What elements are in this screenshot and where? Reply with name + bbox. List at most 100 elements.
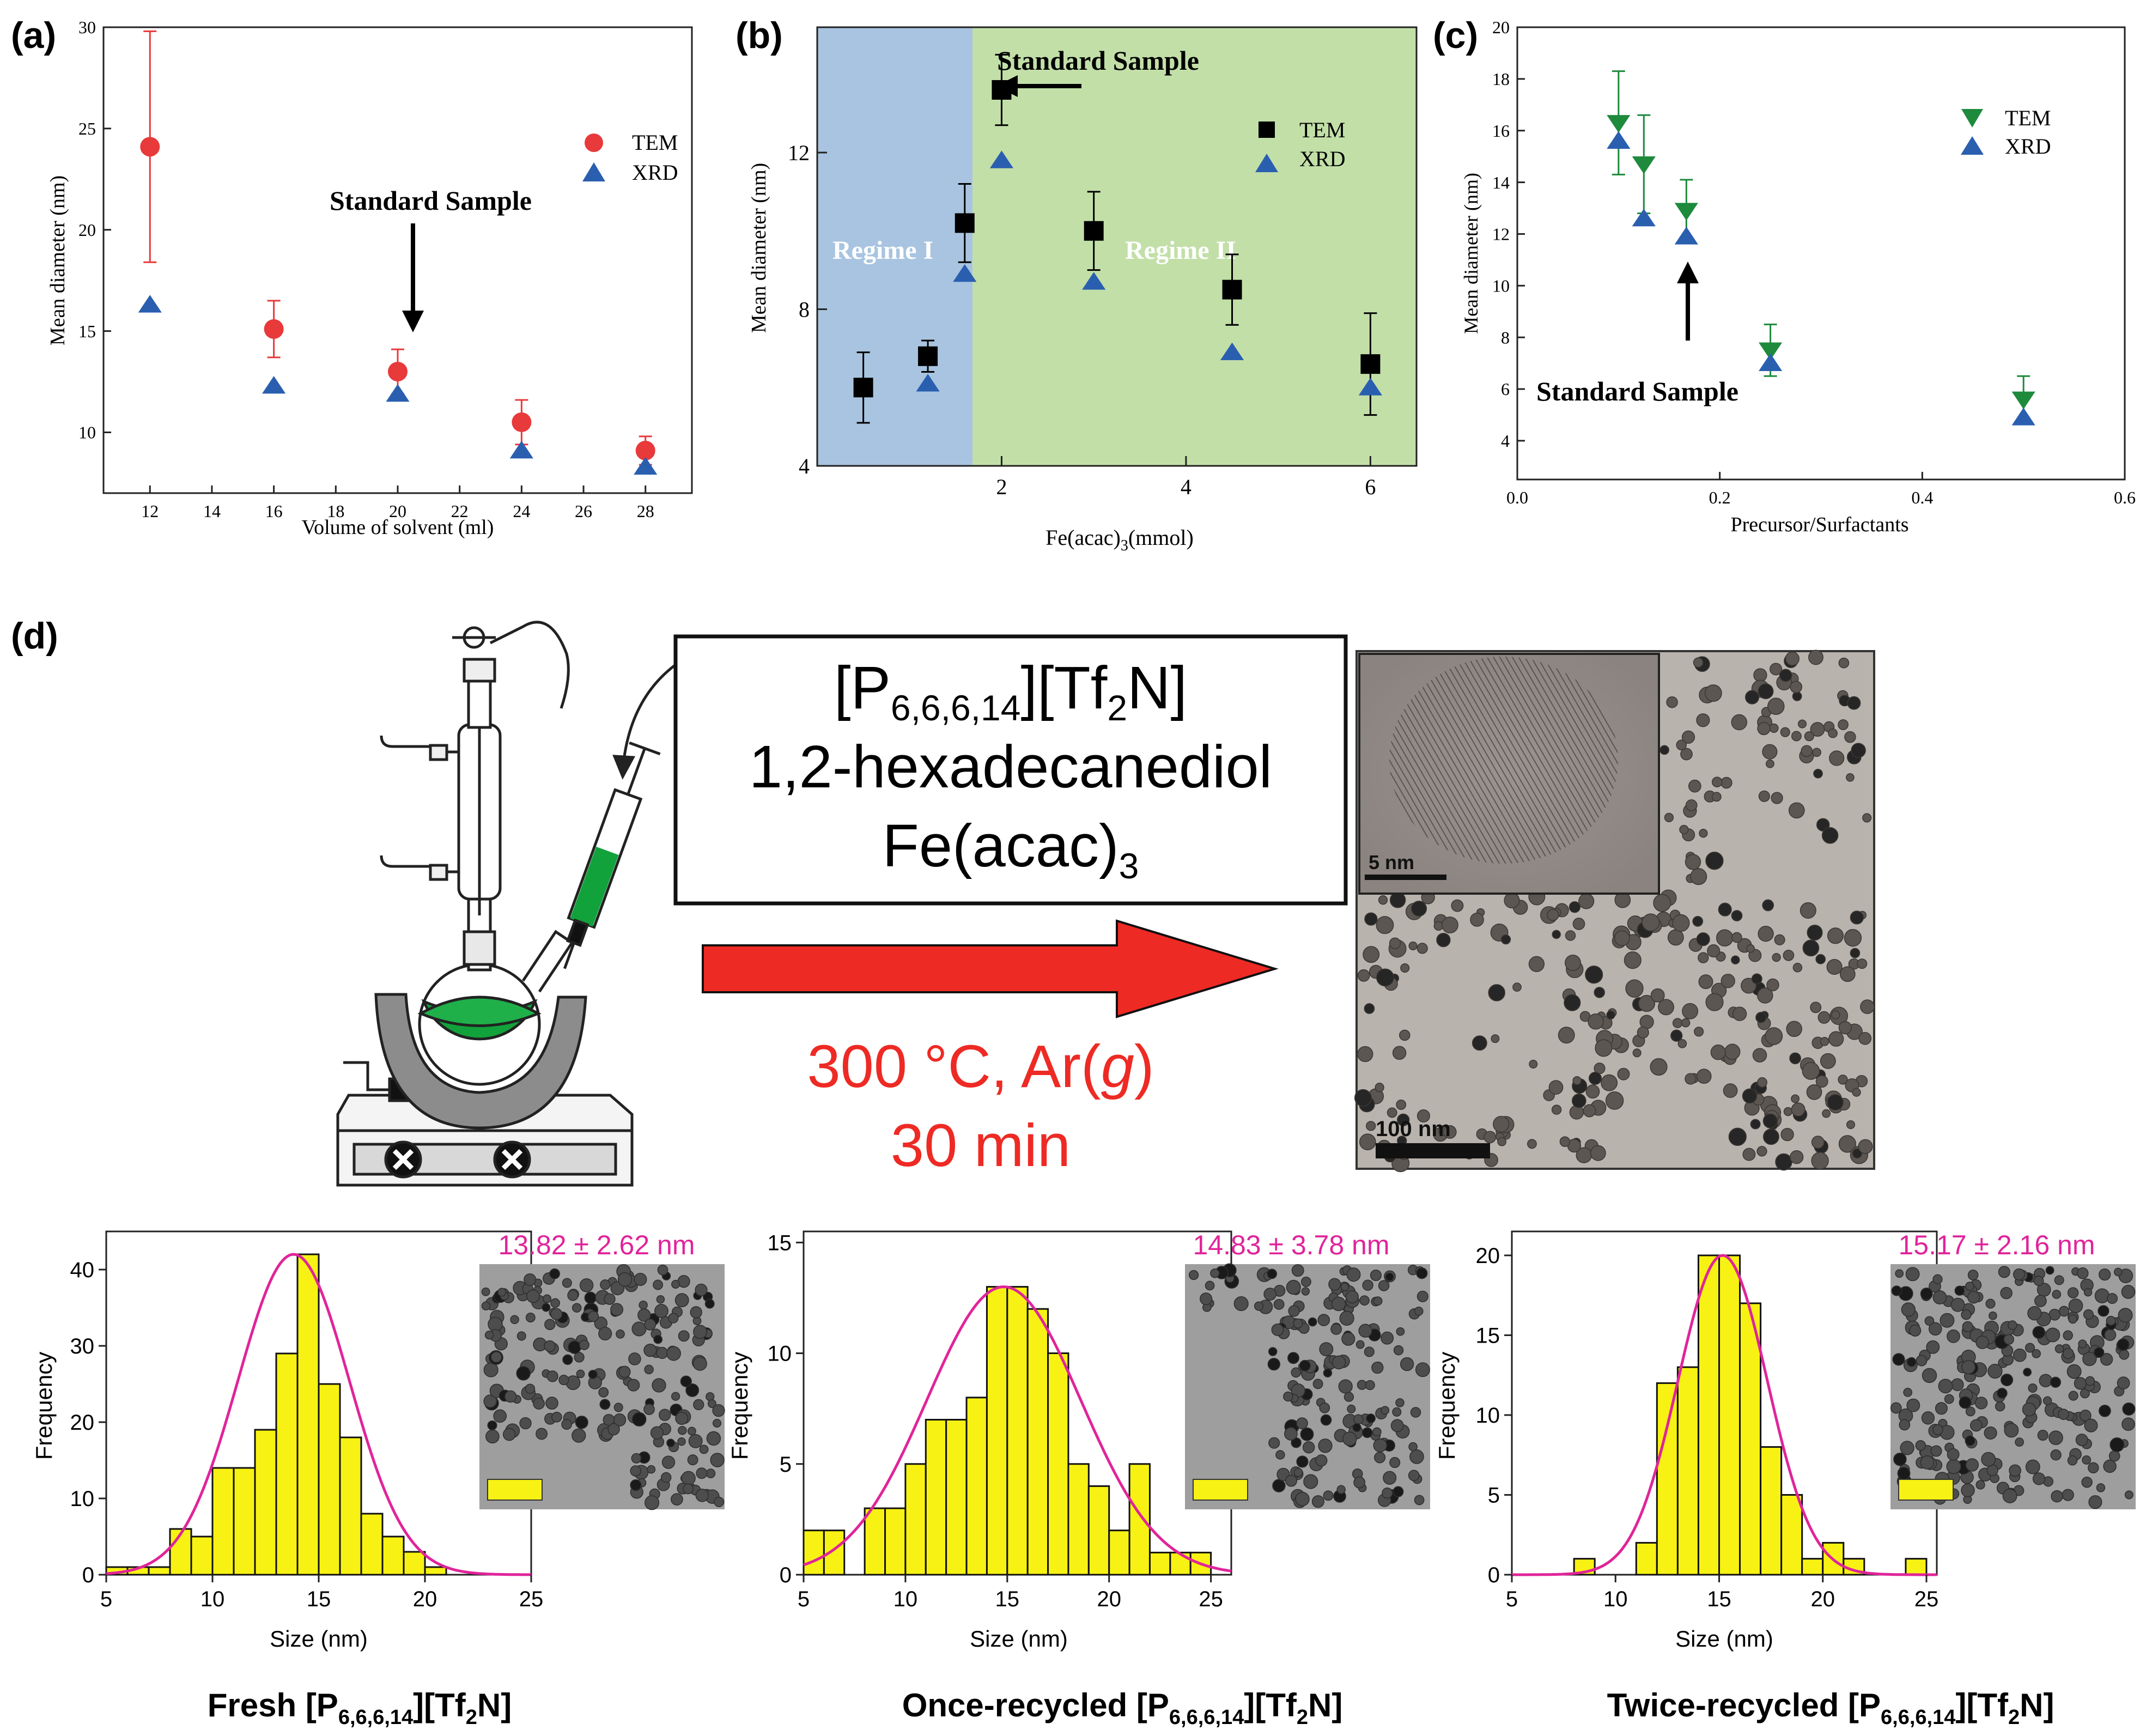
hist-ytick-label: 15 <box>1476 1324 1500 1347</box>
tem-particle <box>1769 723 1779 733</box>
hist-thumbnail-particle <box>2062 1347 2074 1359</box>
hist-thumbnail-particle <box>1271 1323 1284 1336</box>
chart-b-legend-xrd: XRD <box>1299 147 1345 171</box>
chart-b-point-xrd <box>916 374 940 392</box>
chart-a-ticks: 12 14 16 18 20 22 24 26 28 10 15 20 25 30 <box>78 17 654 521</box>
hist-thumbnail-particle <box>1392 1407 1402 1417</box>
tem-particle <box>1846 773 1855 782</box>
hist-thumbnail-particle <box>1965 1406 1975 1417</box>
tem-particle <box>1783 1107 1793 1116</box>
chart-a-xtick-label: 20 <box>389 501 406 521</box>
tem-particle <box>1711 792 1722 802</box>
reagent-line-2: 1,2-hexadecanediol <box>749 733 1272 800</box>
tem-particle <box>1585 1084 1600 1099</box>
hist-thumbnail-particle <box>2122 1402 2136 1416</box>
hist-thumbnail-particle <box>1938 1379 1953 1394</box>
hist-thumbnail-particle <box>2118 1308 2133 1323</box>
tem-particle <box>1685 799 1698 811</box>
hist-thumbnail-particle <box>1328 1278 1341 1291</box>
hist-thumbnail-particle <box>576 1369 585 1379</box>
hist-bar <box>1169 1551 1191 1576</box>
hist-thumbnail-particle <box>1969 1419 1983 1432</box>
hist-thumbnail-particle <box>1893 1452 1907 1466</box>
hist-thumbnail-particle <box>1372 1427 1382 1437</box>
hist-thumbnail-particle <box>497 1288 507 1297</box>
chart-c-point-xrd <box>1758 353 1783 371</box>
tem-particle <box>1791 1102 1806 1117</box>
hist-thumbnail-particle <box>485 1429 500 1444</box>
syringe-needle <box>563 942 575 969</box>
hist-thumbnail-particle <box>2032 1326 2046 1339</box>
tem-particle <box>1751 973 1762 985</box>
reagent-pointer-arrowhead <box>612 755 636 780</box>
hist-thumbnail-particle <box>2037 1429 2048 1441</box>
hist-thumbnail-particle <box>1345 1290 1359 1304</box>
tem-particle <box>1767 697 1785 715</box>
hist-thumbnail-particle <box>1974 1397 1988 1410</box>
hist-thumbnail-particle <box>1291 1367 1302 1378</box>
hist-thumbnail-particle <box>2094 1288 2110 1303</box>
hist-thumbnail-particle <box>2034 1295 2047 1307</box>
hist-thumbnail-particle <box>1975 1336 1989 1349</box>
hist-thumbnail-particle <box>631 1453 642 1464</box>
hist-ytick-label: 10 <box>70 1487 95 1511</box>
hist-fresh-caption-mid: ][Tf <box>413 1687 466 1723</box>
hist-thumbnail-particle <box>1370 1270 1382 1282</box>
chart-b-regime2-label: Regime II <box>1125 236 1236 265</box>
hist-thumbnail-particle <box>1897 1466 1911 1480</box>
hist-thumbnail-particle <box>1891 1285 1902 1296</box>
chart-a-legend-xrd: XRD <box>632 160 678 185</box>
heating-mantle <box>374 993 587 1130</box>
condition-1-post: ) <box>1134 1033 1154 1100</box>
hist-thumbnail-particle <box>1267 1268 1278 1279</box>
hist-thumbnail-particle <box>598 1326 612 1341</box>
reagent-line-1: [P6,6,6,14][Tf2N] <box>834 654 1187 728</box>
chart-c-legend-tem: TEM <box>2005 106 2051 130</box>
tem-particle <box>1821 827 1839 844</box>
syringe-plunger-cap <box>629 741 661 756</box>
hist-bar <box>945 1418 968 1576</box>
chart-c-ytick-label: 14 <box>1492 173 1510 192</box>
tem-particle <box>1705 993 1724 1011</box>
hist-thumbnail-particle <box>653 1334 663 1344</box>
chart-b-xlabel: Fe(acac)3(mmol) <box>1045 525 1194 554</box>
chart-a-frame <box>102 26 693 494</box>
chart-b-ytick-label: 4 <box>799 454 810 478</box>
tem-particle <box>1527 1139 1537 1149</box>
tem-particle <box>1838 1075 1848 1085</box>
tem-particle <box>1624 951 1642 969</box>
hist-bar <box>211 1467 235 1576</box>
hist-thumbnail-particle <box>2119 1349 2130 1360</box>
hist-bar <box>1760 1446 1783 1576</box>
tem-particle <box>1417 1109 1430 1123</box>
hist-thumbnail-particle <box>666 1438 675 1448</box>
chart-a-xtick-label: 28 <box>637 501 654 521</box>
hist-thumbnail-particle <box>484 1330 494 1340</box>
hist-thumbnail-particle <box>1944 1394 1954 1404</box>
tem-particle <box>1788 802 1805 819</box>
hist-thumbnail-particle <box>599 1399 611 1410</box>
tem-particle <box>1658 999 1674 1016</box>
hist-thumbnail-particle <box>1288 1305 1300 1317</box>
hist-bar <box>403 1551 426 1576</box>
hist-thumbnail-particle <box>2104 1328 2117 1341</box>
tem-particle <box>1376 968 1394 987</box>
hist-thumbnail-particle <box>671 1493 683 1506</box>
chart-a-annotation-arrowhead <box>402 311 424 332</box>
chart-b-regime1-label: Regime I <box>832 236 933 265</box>
hist-thumbnail-particle <box>493 1409 507 1423</box>
hist-thumbnail-particle <box>510 1315 519 1325</box>
hist-thumbnail-particle <box>1361 1427 1373 1438</box>
hist-bar <box>381 1535 405 1576</box>
tem-particle <box>1762 1113 1778 1128</box>
hist-thumbnail-particle <box>1273 1298 1285 1310</box>
hist-thumbnail-particle <box>671 1392 680 1401</box>
hist-thumbnail-particle <box>1951 1378 1964 1391</box>
hist-xtick-label: 5 <box>1506 1587 1518 1611</box>
hist-thumbnail-particle <box>1299 1359 1311 1371</box>
outlet-clip <box>429 744 448 761</box>
hist-thumbnail-particle <box>1353 1476 1366 1489</box>
hist-xtick-label: 25 <box>519 1587 544 1611</box>
tem-particle <box>1578 893 1595 909</box>
tem-inset-nanocrystal <box>1389 657 1618 864</box>
